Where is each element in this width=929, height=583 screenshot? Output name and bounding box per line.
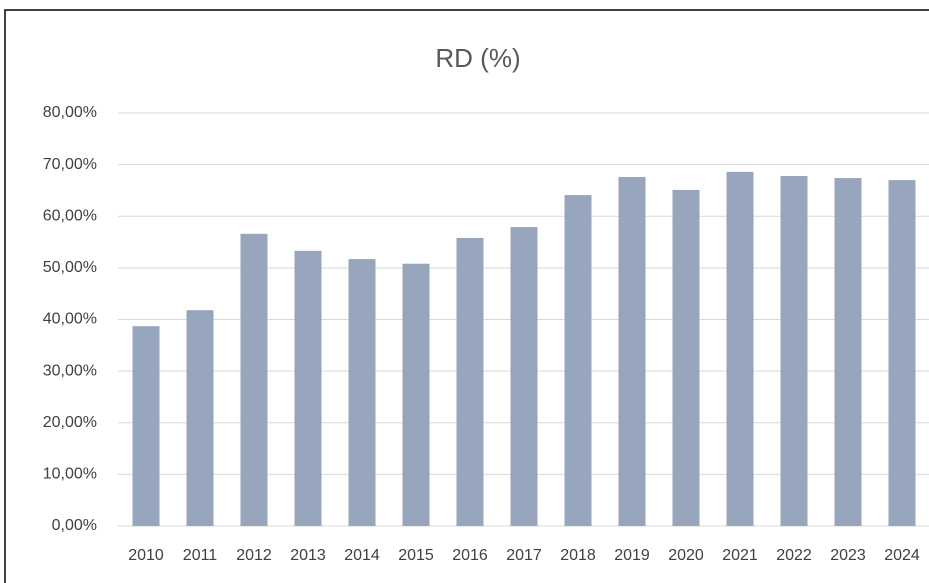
x-tick-label: 2017 [506,547,542,564]
y-tick-label: 40,00% [43,311,97,328]
y-tick-label: 10,00% [43,466,97,483]
x-tick-label: 2011 [183,547,218,564]
x-tick-label: 2020 [668,547,704,564]
bar [456,237,484,526]
x-tick-label: 2015 [398,547,434,564]
bar [726,171,754,527]
bar [672,189,700,526]
x-tick-label: 2014 [344,547,380,564]
bar [348,259,376,526]
chart-title: RD (%) [435,43,520,73]
x-tick-label: 2010 [128,547,164,564]
y-tick-label: 0,00% [52,517,97,534]
x-tick-label: 2021 [722,547,758,564]
y-tick-label: 60,00% [43,207,97,224]
bar [780,175,808,527]
y-tick-label: 50,00% [43,259,97,276]
bar [510,227,538,526]
bar [888,180,916,527]
bar [294,250,322,526]
x-tick-label: 2023 [830,547,866,564]
bar [834,178,862,527]
bar [564,195,592,527]
x-tick-label: 2012 [236,547,272,564]
bar [186,310,214,526]
y-tick-label: 70,00% [43,156,97,173]
x-tick-label: 2016 [452,547,488,564]
bar [618,177,646,526]
y-tick-label: 80,00% [43,104,97,121]
x-tick-label: 2019 [614,547,650,564]
x-tick-label: 2013 [290,547,326,564]
x-tick-label: 2024 [884,547,920,564]
y-tick-label: 30,00% [43,362,97,379]
bar [240,233,268,527]
x-tick-label: 2018 [560,547,596,564]
bar [132,326,160,526]
y-tick-label: 20,00% [43,414,97,431]
bar [402,263,430,526]
x-tick-label: 2022 [776,547,812,564]
